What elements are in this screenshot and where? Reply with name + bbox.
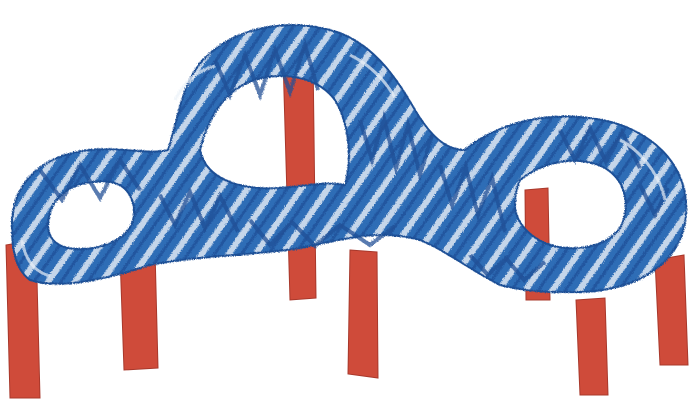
coaster-track xyxy=(10,24,688,294)
track-shape xyxy=(10,24,688,294)
support-post xyxy=(654,254,689,366)
paint-scribbles xyxy=(38,38,670,283)
paint-highlights xyxy=(20,53,667,278)
support-post xyxy=(575,297,609,396)
support-post xyxy=(347,249,379,379)
support-posts xyxy=(5,54,689,399)
